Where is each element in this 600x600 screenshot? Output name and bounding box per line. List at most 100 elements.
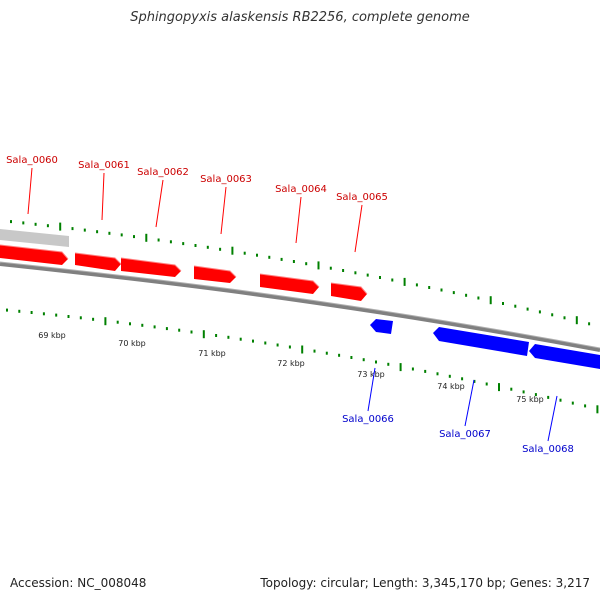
major-tick <box>301 345 304 354</box>
minor-tick <box>71 227 74 231</box>
gene-leader-line <box>367 367 376 412</box>
minor-tick <box>169 240 172 244</box>
minor-tick <box>34 222 37 226</box>
minor-tick <box>391 278 394 282</box>
major-tick <box>202 330 205 339</box>
minor-tick <box>153 325 156 329</box>
minor-tick <box>129 322 131 326</box>
minor-tick <box>83 228 86 232</box>
minor-tick <box>194 244 197 247</box>
minor-tick <box>473 379 476 383</box>
minor-tick <box>206 245 209 249</box>
major-tick <box>498 383 500 392</box>
minor-tick <box>415 283 418 287</box>
minor-tick <box>526 307 529 311</box>
minor-tick <box>182 242 185 246</box>
minor-tick <box>252 339 254 343</box>
minor-tick <box>571 401 574 405</box>
forward-gene-label: Sala_0062 <box>137 167 189 178</box>
minor-tick <box>502 302 504 305</box>
minor-tick <box>551 313 554 317</box>
minor-tick <box>268 255 271 259</box>
major-tick <box>317 261 320 270</box>
forward-gene-arrow <box>121 258 181 277</box>
minor-tick <box>92 317 95 321</box>
scale-label: 72 kbp <box>277 359 305 368</box>
forward-gene-arrow <box>260 274 319 294</box>
gene-leader-line <box>27 167 33 215</box>
minor-tick <box>305 262 308 266</box>
minor-tick <box>276 343 279 347</box>
grey-feature <box>0 229 69 247</box>
minor-tick <box>588 322 591 326</box>
gene-leader-line <box>155 179 164 228</box>
scale-label: 71 kbp <box>198 349 226 358</box>
reverse-gene-label: Sala_0067 <box>439 429 491 440</box>
minor-tick <box>325 351 328 355</box>
major-tick <box>596 405 599 414</box>
minor-tick <box>411 367 414 371</box>
minor-tick <box>350 356 353 359</box>
minor-tick <box>215 334 218 337</box>
genome-backbone-highlight <box>0 261 600 349</box>
forward-gene-arrow-highlight <box>193 265 237 278</box>
forward-gene-label: Sala_0065 <box>336 192 388 203</box>
minor-tick <box>22 221 25 225</box>
forward-gene-arrow-highlight <box>330 282 368 295</box>
minor-tick <box>428 286 431 289</box>
major-tick <box>104 317 107 326</box>
minor-tick <box>534 393 537 397</box>
minor-tick <box>133 235 135 239</box>
minor-tick <box>141 323 144 327</box>
minor-tick <box>465 293 468 297</box>
forward-gene-label: Sala_0064 <box>275 184 327 195</box>
scale-label: 69 kbp <box>38 331 66 340</box>
forward-gene-arrow-highlight <box>259 273 320 288</box>
minor-tick <box>436 372 439 376</box>
gene-leader-line <box>547 395 558 442</box>
gene-leader-line <box>220 186 227 235</box>
major-tick <box>403 277 406 286</box>
forward-gene-arrow-highlight <box>120 257 182 272</box>
gene-leader-line <box>464 379 475 427</box>
minor-tick <box>219 247 222 251</box>
minor-tick <box>424 369 427 373</box>
minor-tick <box>461 377 464 381</box>
minor-tick <box>547 395 550 399</box>
minor-tick <box>256 253 258 257</box>
minor-tick <box>67 315 70 318</box>
forward-gene-arrow <box>331 283 367 301</box>
minor-tick <box>354 271 357 275</box>
major-tick <box>489 296 492 305</box>
minor-tick <box>485 382 488 386</box>
accession-text: Accession: NC_008048 <box>10 576 147 590</box>
minor-tick <box>157 238 160 242</box>
minor-tick <box>292 260 295 263</box>
reverse-gene-arrow <box>370 319 393 334</box>
minor-tick <box>522 390 525 394</box>
genome-backbone <box>0 262 600 352</box>
minor-tick <box>440 288 443 292</box>
forward-gene-arrow <box>0 245 68 265</box>
minor-tick <box>243 251 246 255</box>
gene-leader-line <box>354 204 363 253</box>
minor-tick <box>116 320 119 324</box>
minor-tick <box>514 304 517 308</box>
minor-tick <box>342 269 345 272</box>
minor-tick <box>387 362 390 366</box>
minor-tick <box>375 360 377 364</box>
minor-tick <box>18 309 21 313</box>
minor-tick <box>313 349 316 353</box>
forward-gene-label: Sala_0063 <box>200 174 252 185</box>
minor-tick <box>559 398 562 402</box>
minor-tick <box>452 291 455 295</box>
minor-tick <box>165 327 168 331</box>
scale-label: 74 kbp <box>437 382 465 391</box>
minor-tick <box>264 341 267 345</box>
minor-tick <box>448 374 451 378</box>
minor-tick <box>584 404 587 408</box>
minor-tick <box>338 353 341 357</box>
forward-gene-arrow-highlight <box>74 252 122 265</box>
minor-tick <box>563 316 566 320</box>
scale-label: 73 kbp <box>357 370 385 379</box>
